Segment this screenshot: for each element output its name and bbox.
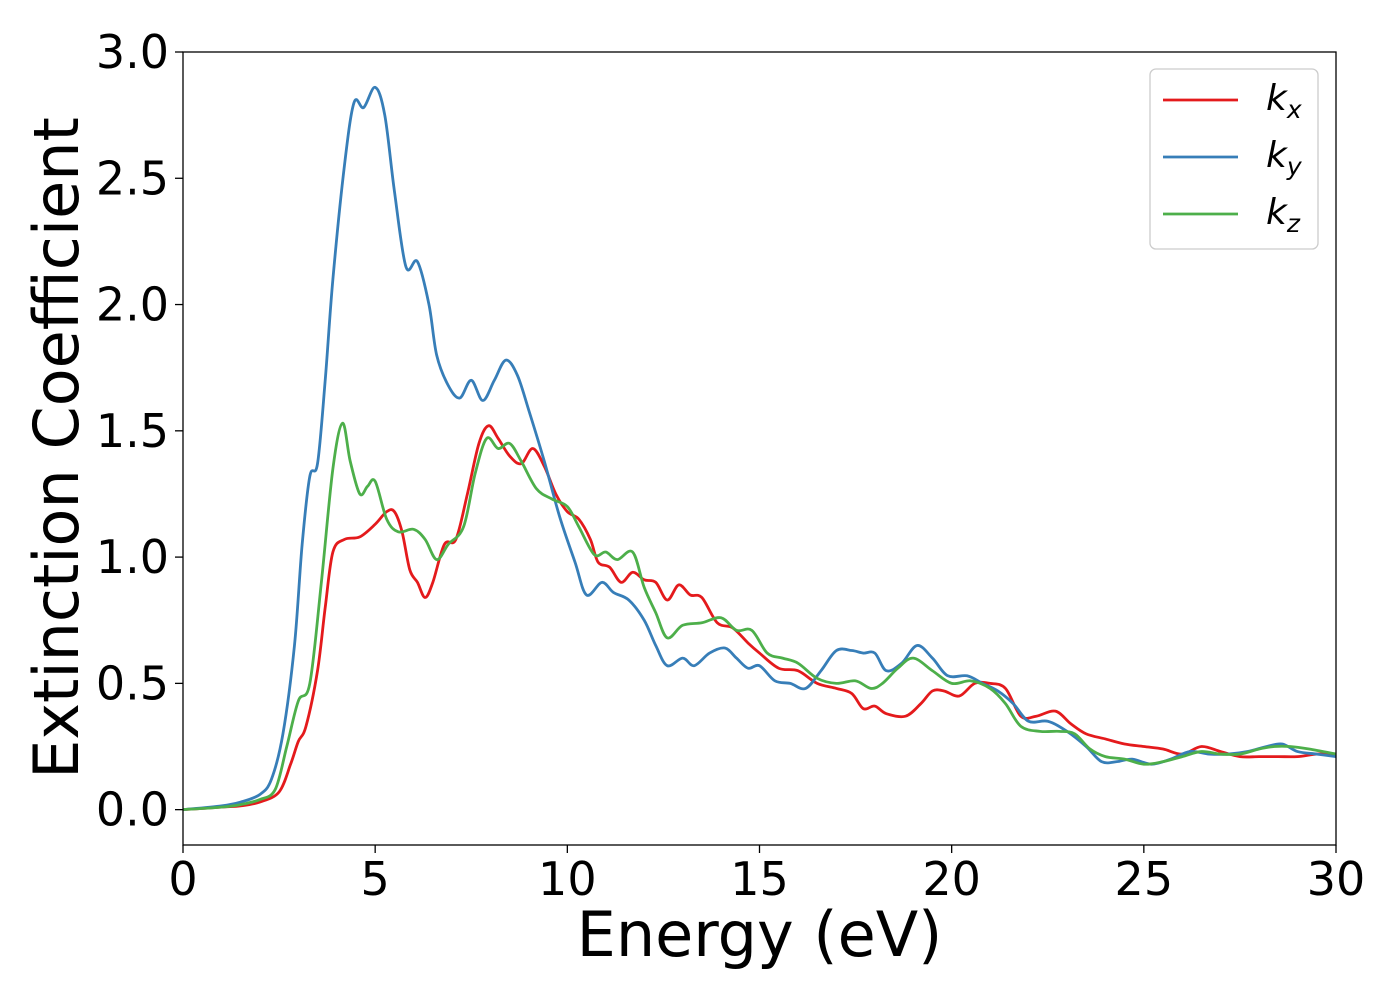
x-tick-label: 15: [730, 852, 789, 906]
legend-label-ky: ky: [1266, 135, 1303, 181]
y-tick-label: 2.5: [96, 151, 169, 205]
legend-label-kx: kx: [1266, 78, 1302, 124]
legend-label-kz: kz: [1266, 192, 1301, 238]
x-tick-label: 30: [1307, 852, 1366, 906]
y-tick-label: 1.0: [96, 530, 169, 584]
legend-items: kx ky kz: [1163, 78, 1303, 238]
x-axis-title: Energy (eV): [577, 898, 943, 971]
series-line-kz: [182, 421, 1337, 812]
x-tick-label: 0: [168, 852, 197, 906]
x-tick-label: 25: [1115, 852, 1174, 906]
y-axis: 0.0 0.5 1.0 1.5 2.0 2.5 3.0: [96, 25, 183, 837]
y-tick-label: 1.5: [96, 404, 169, 458]
plot-background: [183, 52, 1336, 845]
legend: kx ky kz: [1149, 68, 1319, 250]
y-tick-label: 0.0: [96, 783, 169, 837]
y-tick-label: 2.0: [96, 278, 169, 332]
x-tick-label: 10: [538, 852, 597, 906]
y-tick-label: 3.0: [96, 25, 169, 79]
y-tick-label: 0.5: [96, 656, 169, 710]
series-layer: [182, 85, 1337, 812]
x-tick-label: 5: [361, 852, 390, 906]
legend-box: [1149, 68, 1319, 250]
x-tick-label: 20: [922, 852, 981, 906]
y-axis-title: Extinction Coefficient: [20, 117, 93, 779]
x-axis: 0 5 10 15 20 25 30: [168, 845, 1365, 906]
